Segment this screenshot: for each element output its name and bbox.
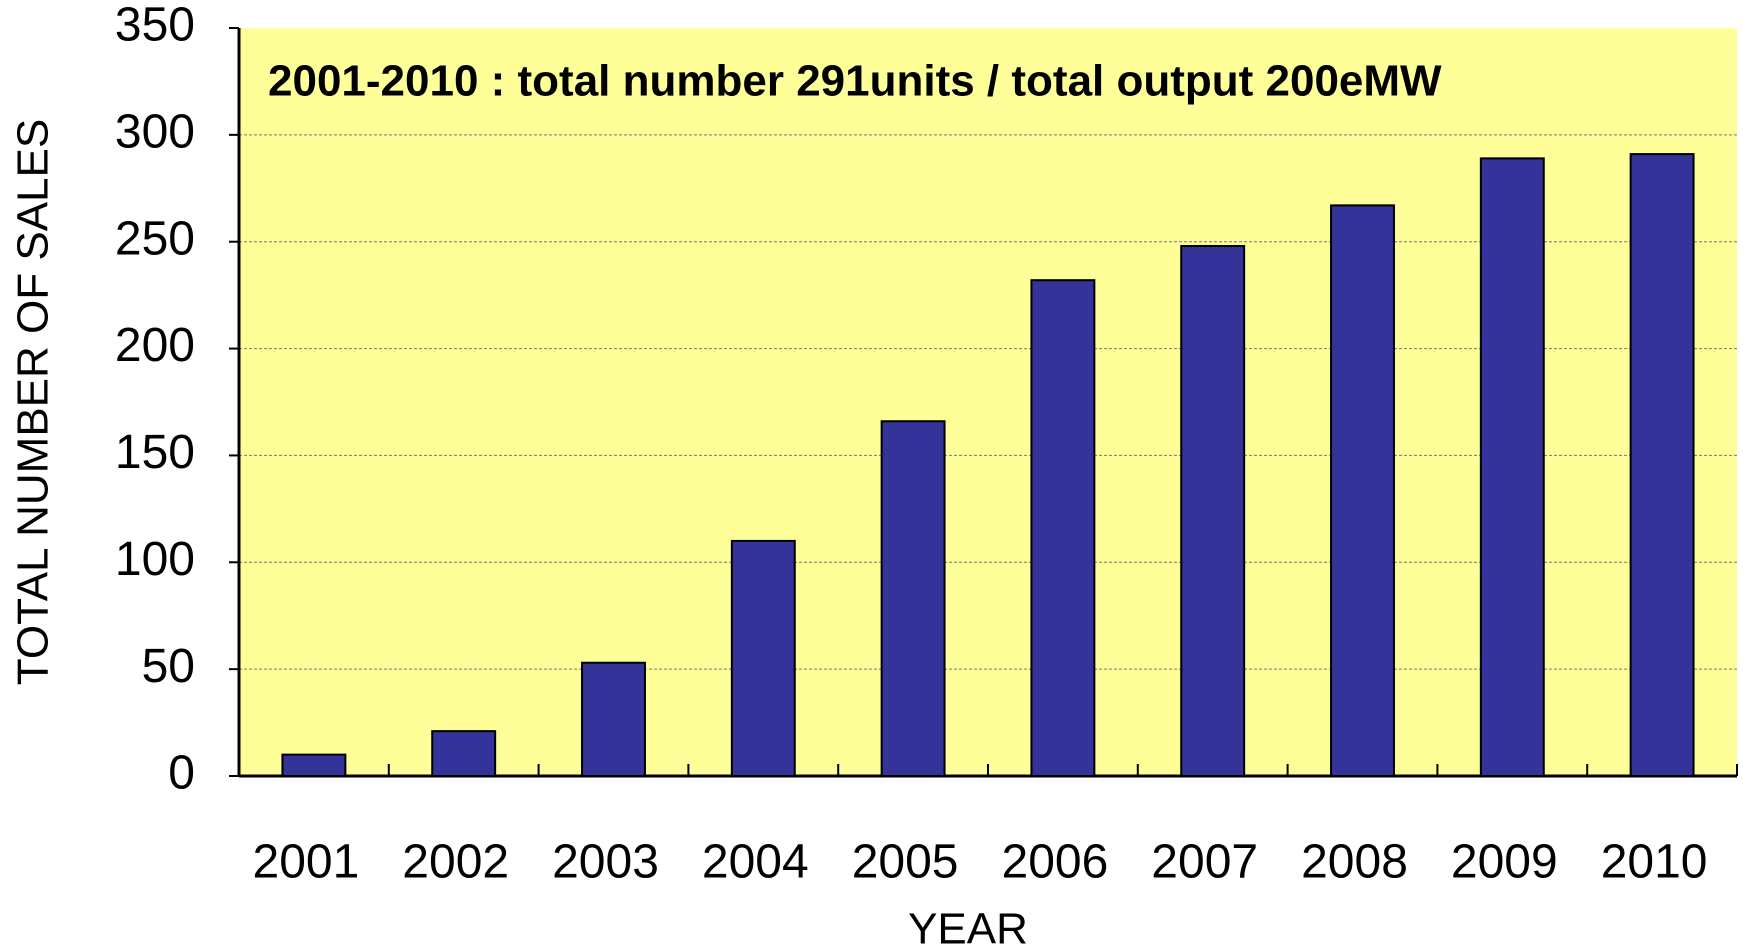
bar [1330,204,1395,777]
bar [1479,157,1545,777]
x-tick-label: 2001 [253,836,360,889]
x-tick-label: 2006 [1002,836,1109,889]
y-tick-label: 0 [168,747,195,800]
y-tick-label: 250 [115,212,195,265]
x-tick-label: 2010 [1601,836,1708,889]
bar [281,753,347,778]
y-tick-label: 50 [142,640,195,693]
x-tick-label: 2007 [1151,836,1258,889]
bar [730,539,796,778]
bar [581,661,646,778]
y-tick-label: 150 [115,426,195,479]
x-tick-label: 2004 [702,836,809,889]
x-tick-label: 2008 [1301,836,1408,889]
bar [1030,279,1096,777]
annotation: 2001-2010 : total number 291units / tota… [268,57,1442,106]
bar [1180,244,1246,777]
y-tick-label: 350 [115,0,195,52]
x-axis-title: YEAR [908,905,1028,952]
y-tick-label: 200 [115,319,195,372]
bar [880,420,946,777]
bar [431,730,497,777]
y-tick-label: 300 [115,106,195,159]
x-tick-label: 2003 [552,836,659,889]
x-tick-label: 2005 [852,836,959,889]
y-tick-label: 100 [115,533,195,586]
x-tick-label: 2002 [402,836,509,889]
bar [1629,153,1695,777]
x-tick-label: 2009 [1451,836,1558,889]
y-axis-title: TOTAL NUMBER OF SALES [9,119,58,685]
